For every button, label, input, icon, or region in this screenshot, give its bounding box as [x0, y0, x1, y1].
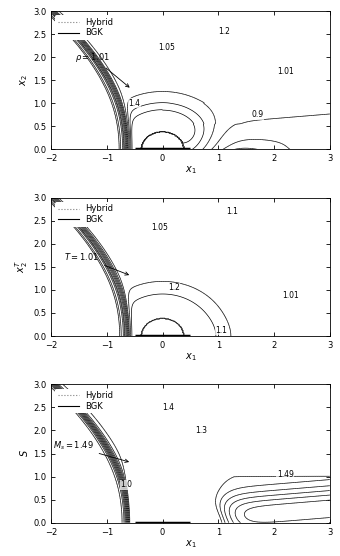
Legend: Hybrid, BGK: Hybrid, BGK — [55, 202, 116, 227]
Text: 1.4: 1.4 — [162, 403, 174, 412]
X-axis label: $x_1$: $x_1$ — [185, 351, 196, 363]
Text: $\rho = 1.01$: $\rho = 1.01$ — [75, 51, 129, 87]
Text: 1.3: 1.3 — [195, 426, 207, 435]
X-axis label: $x_1$: $x_1$ — [185, 165, 196, 176]
Y-axis label: $x_2^T$: $x_2^T$ — [13, 260, 30, 274]
Legend: Hybrid, BGK: Hybrid, BGK — [55, 15, 116, 40]
Text: 1.2: 1.2 — [168, 283, 180, 292]
X-axis label: $x_1$: $x_1$ — [185, 538, 196, 550]
Y-axis label: $S$: $S$ — [18, 450, 30, 458]
Text: 1.0: 1.0 — [120, 480, 132, 489]
Text: $T = 1.01$: $T = 1.01$ — [64, 251, 129, 275]
Text: 1.05: 1.05 — [158, 43, 175, 52]
Text: 1.49: 1.49 — [277, 470, 294, 479]
Text: 1.01: 1.01 — [283, 291, 299, 300]
Text: 1.1: 1.1 — [226, 207, 238, 216]
Text: 1.05: 1.05 — [151, 223, 168, 232]
Y-axis label: $x_2$: $x_2$ — [18, 75, 30, 86]
Text: 1.1: 1.1 — [215, 326, 227, 335]
Text: 1.2: 1.2 — [218, 27, 230, 36]
Legend: Hybrid, BGK: Hybrid, BGK — [55, 389, 116, 413]
Text: 1.4: 1.4 — [129, 99, 141, 108]
Text: 1.01: 1.01 — [277, 67, 293, 76]
Text: $M_s = 1.49$: $M_s = 1.49$ — [53, 440, 128, 463]
Text: 0.9: 0.9 — [251, 110, 264, 120]
